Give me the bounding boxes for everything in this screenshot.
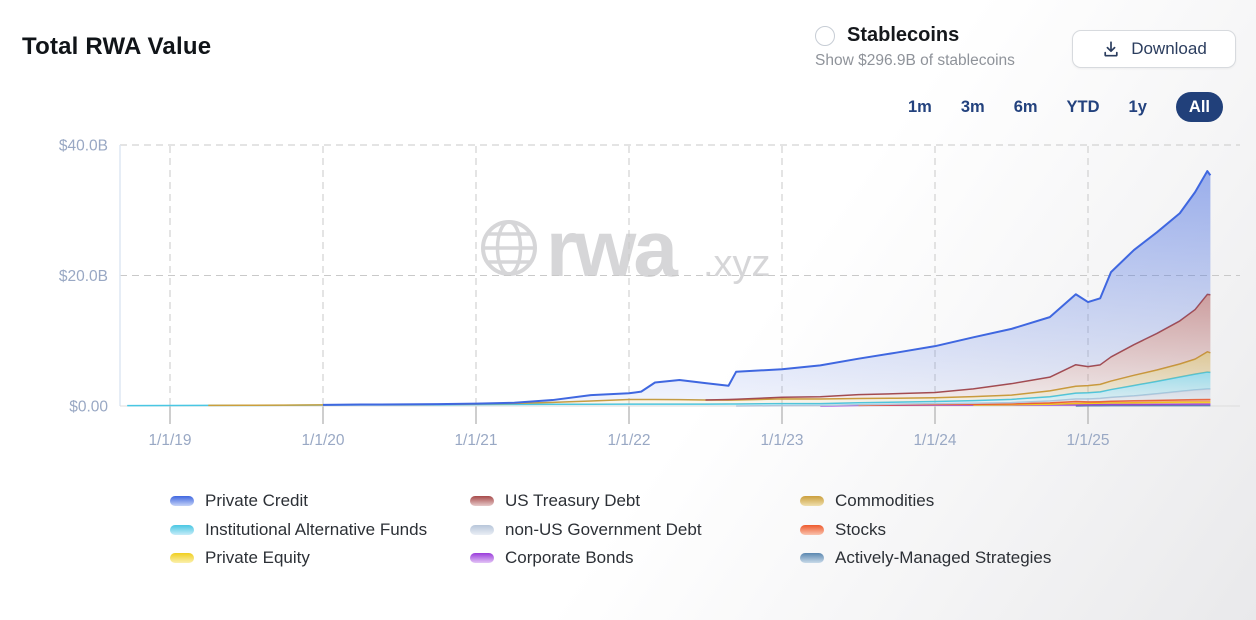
- chart-legend: Private Credit Institutional Alternative …: [170, 487, 1051, 573]
- legend-label: US Treasury Debt: [505, 491, 641, 511]
- legend-label: Private Equity: [205, 548, 310, 568]
- legend-swatch-institutional-alternative-funds: [170, 524, 194, 535]
- legend-label: Stocks: [835, 519, 887, 539]
- range-button-1y[interactable]: 1y: [1129, 95, 1147, 120]
- download-button-label: Download: [1131, 39, 1207, 58]
- line-private-equity: [973, 401, 1211, 406]
- stablecoins-toggle-group: Stablecoins Show $296.9B of stablecoins: [815, 24, 1015, 70]
- legend-item-actively-managed-strategies[interactable]: Actively-Managed Strategies: [800, 544, 1051, 573]
- page-title: Total RWA Value: [22, 33, 212, 60]
- download-button[interactable]: Download: [1072, 30, 1236, 68]
- x-axis-label: 1/1/24: [913, 432, 956, 449]
- x-axis-label: 1/1/23: [760, 432, 803, 449]
- x-axis-label: 1/1/19: [148, 432, 191, 449]
- legend-label: non-US Government Debt: [505, 519, 702, 539]
- x-axis-label: 1/1/22: [607, 432, 650, 449]
- range-button-3m[interactable]: 3m: [961, 95, 985, 120]
- line-corporate-bonds: [820, 403, 1211, 407]
- legend-swatch-private-equity: [170, 553, 194, 564]
- legend-item-commodities[interactable]: Commodities: [800, 487, 1051, 516]
- range-button-6m[interactable]: 6m: [1014, 95, 1038, 120]
- legend-item-private-credit[interactable]: Private Credit: [170, 487, 470, 516]
- area-private-credit: [323, 171, 1211, 405]
- y-axis-label: $0.00: [69, 399, 108, 416]
- time-range-selector: 1m 3m 6m YTD 1y All: [908, 91, 1223, 123]
- x-axis-label: 1/1/21: [454, 432, 497, 449]
- area-private-equity: [973, 402, 1211, 406]
- rwa-xyz-watermark: rwa .xyz: [481, 204, 771, 293]
- area-us-treasury-debt: [705, 294, 1211, 401]
- range-button-1m[interactable]: 1m: [908, 95, 932, 120]
- stablecoins-label: Stablecoins: [847, 24, 960, 46]
- legend-swatch-us-treasury-debt: [470, 496, 494, 507]
- legend-item-private-equity[interactable]: Private Equity: [170, 544, 470, 573]
- y-axis-label: $20.0B: [59, 268, 108, 285]
- legend-item-us-treasury-debt[interactable]: US Treasury Debt: [470, 487, 800, 516]
- line-non-us-government-debt: [736, 388, 1211, 407]
- line-commodities: [208, 351, 1211, 407]
- legend-label: Private Credit: [205, 491, 308, 511]
- legend-swatch-non-us-government-debt: [470, 524, 494, 535]
- legend-item-institutional-alternative-funds[interactable]: Institutional Alternative Funds: [170, 516, 470, 545]
- stablecoins-subtext: Show $296.9B of stablecoins: [815, 52, 1015, 69]
- x-axis-label: 1/1/25: [1066, 432, 1109, 449]
- legend-label: Actively-Managed Strategies: [835, 548, 1052, 568]
- legend-item-non-us-government-debt[interactable]: non-US Government Debt: [470, 516, 800, 545]
- stablecoins-checkbox[interactable]: [815, 25, 835, 46]
- legend-swatch-actively-managed-strategies: [800, 553, 824, 564]
- area-stocks: [858, 399, 1211, 406]
- legend-swatch-private-credit: [170, 496, 194, 507]
- area-corporate-bonds: [820, 404, 1211, 406]
- legend-swatch-corporate-bonds: [470, 553, 494, 564]
- line-institutional-alternative-funds: [127, 371, 1211, 407]
- range-button-ytd[interactable]: YTD: [1067, 95, 1100, 120]
- range-button-all[interactable]: All: [1175, 91, 1223, 123]
- rwa-value-chart: rwa .xyz $0.00 $20.0B $40.0B 1/1/19 1/1/20 1/1/…: [59, 138, 1240, 449]
- legend-label: Institutional Alternative Funds: [205, 519, 428, 539]
- legend-swatch-commodities: [800, 496, 824, 507]
- y-axis-label: $40.0B: [59, 138, 108, 155]
- download-icon: [1104, 41, 1118, 57]
- line-private-credit: [322, 170, 1212, 406]
- legend-label: Corporate Bonds: [505, 548, 634, 568]
- svg-text:rwa: rwa: [546, 204, 678, 293]
- area-commodities: [208, 351, 1211, 406]
- x-axis-label: 1/1/20: [301, 432, 344, 449]
- line-stocks: [858, 398, 1211, 407]
- area-non-us-government-debt: [736, 389, 1211, 406]
- legend-swatch-stocks: [800, 524, 824, 535]
- legend-label: Commodities: [835, 491, 935, 511]
- line-us-treasury-debt: [705, 293, 1211, 401]
- legend-item-stocks[interactable]: Stocks: [800, 516, 1051, 545]
- area-institutional-alternative-funds: [127, 372, 1211, 406]
- svg-text:.xyz: .xyz: [703, 243, 771, 285]
- legend-item-corporate-bonds[interactable]: Corporate Bonds: [470, 544, 800, 573]
